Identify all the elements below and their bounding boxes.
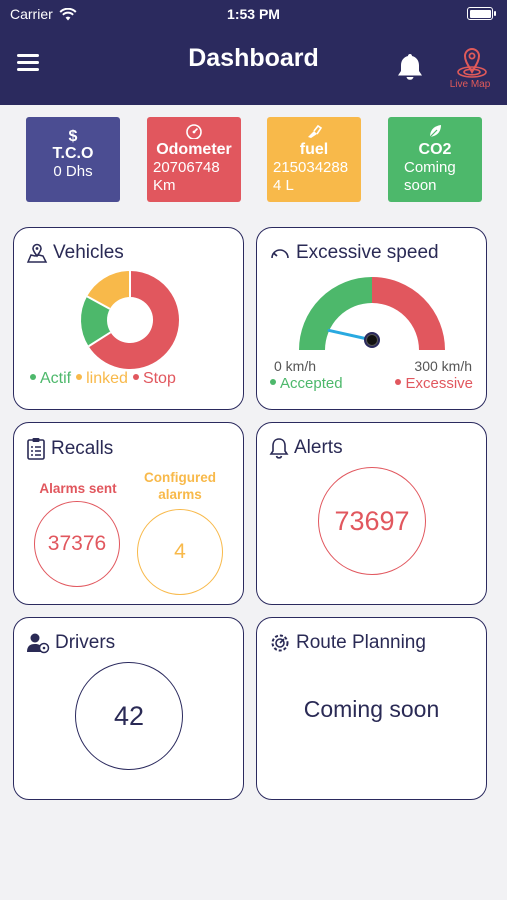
carrier-label: Carrier — [10, 6, 53, 22]
alerts-value: 73697 — [334, 505, 410, 536]
status-time: 1:53 PM — [227, 6, 280, 22]
drivers-value: 42 — [113, 700, 145, 731]
odometer-tile[interactable]: Odometer 20706748 Km — [147, 117, 241, 202]
vehicles-card[interactable]: Vehicles Actif linked Stop — [13, 227, 244, 410]
tco-label: T.C.O — [52, 145, 94, 162]
recalls-card[interactable]: Recalls Alarms sent 37376 Configured ala… — [13, 422, 244, 605]
fuel-value: 215034288 — [273, 159, 349, 176]
route-planning-card[interactable]: Route Planning Coming soon — [256, 617, 487, 800]
donut-separator — [86, 295, 111, 310]
battery-icon — [467, 7, 496, 20]
vehicles-donut-chart — [81, 271, 179, 369]
alerts-circle: 73697 — [318, 467, 426, 575]
clipboard-list-icon — [27, 438, 45, 460]
alarms-sent-circle: 37376 — [34, 501, 120, 587]
fuel-tile[interactable]: fuel 215034288 4 L — [267, 117, 361, 202]
map-location-icon — [26, 243, 48, 263]
tco-tile[interactable]: $ T.C.O 0 Dhs — [26, 117, 120, 202]
gauge-excessive-arc — [371, 277, 445, 351]
status-bar: Carrier 1:53 PM — [8, 6, 499, 22]
alerts-card[interactable]: Alerts 73697 — [256, 422, 487, 605]
legend-item-linked: linked — [76, 370, 128, 388]
gauge-min-label: 0 km/h — [274, 358, 317, 374]
leaf-icon — [429, 125, 441, 138]
recalls-title: Recalls — [26, 437, 113, 460]
legend-item-actif: Actif — [30, 370, 71, 388]
speed-gauge — [299, 277, 445, 351]
page-title: Dashboard — [188, 44, 319, 72]
legend-item-accepted: Accepted — [270, 375, 343, 392]
configured-alarms-label: Configured alarms — [144, 470, 216, 502]
dollar-icon: $ — [68, 128, 78, 145]
carrier-info: Carrier — [10, 6, 77, 22]
legend-item-stop: Stop — [132, 370, 176, 388]
app-header: Carrier 1:53 PM Dashboard Live Map — [0, 0, 507, 105]
fuel-nozzle-icon — [308, 124, 323, 138]
live-map-label: Live Map — [449, 79, 491, 90]
gauge-hub-center — [366, 334, 378, 346]
configured-alarms-value: 4 — [174, 540, 186, 563]
tco-value: 0 Dhs — [53, 163, 93, 180]
bell-icon — [398, 54, 422, 80]
fuel-unit: 4 L — [273, 177, 294, 194]
menu-button[interactable] — [17, 54, 39, 72]
route-gear-icon — [271, 634, 289, 652]
odometer-unit: Km — [153, 177, 176, 194]
fuel-label: fuel — [299, 141, 329, 158]
wifi-icon — [59, 7, 77, 20]
map-pin-icon — [456, 48, 487, 78]
live-map-button[interactable]: Live Map — [444, 42, 496, 94]
alerts-title-text: Alerts — [294, 437, 343, 458]
co2-label: CO2 — [418, 141, 452, 158]
excessive-speed-card[interactable]: Excessive speed 0 km/h 300 km/h Accepted… — [256, 227, 487, 410]
co2-status-line2: soon — [404, 177, 437, 194]
vehicles-legend: Actif linked Stop — [30, 370, 176, 388]
drivers-title: Drivers — [26, 632, 115, 654]
alarms-sent-label: Alarms sent — [39, 481, 117, 496]
gauge-max-label: 300 km/h — [414, 358, 472, 374]
vehicles-title-text: Vehicles — [53, 242, 124, 263]
drivers-circle: 42 — [75, 662, 183, 770]
driver-user-icon — [27, 633, 50, 654]
recalls-title-text: Recalls — [51, 437, 114, 459]
donut-slice-linked — [81, 271, 179, 369]
excessive-speed-title-text: Excessive speed — [296, 242, 439, 263]
drivers-card[interactable]: Drivers 42 — [13, 617, 244, 800]
route-planning-title-text: Route Planning — [296, 632, 426, 653]
gauge-accepted-arc — [299, 277, 373, 351]
alarms-sent-value: 37376 — [47, 532, 107, 555]
gauge-icon — [271, 249, 289, 259]
bell-outline-icon — [269, 438, 289, 459]
alerts-title: Alerts — [269, 437, 343, 459]
speedometer-icon — [186, 124, 202, 140]
vehicles-title: Vehicles — [26, 242, 124, 264]
route-planning-status: Coming soon — [303, 696, 440, 722]
donut-separator — [88, 331, 112, 348]
odometer-value: 20706748 — [153, 159, 220, 176]
excessive-speed-title: Excessive speed — [269, 242, 439, 264]
odometer-label: Odometer — [156, 141, 232, 158]
drivers-title-text: Drivers — [55, 632, 116, 653]
configured-alarms-circle: 4 — [137, 509, 223, 595]
route-planning-title: Route Planning — [269, 632, 426, 654]
co2-status-line1: Coming — [404, 159, 456, 176]
legend-item-excessive: Excessive — [395, 375, 473, 392]
co2-tile[interactable]: CO2 Coming soon — [388, 117, 482, 202]
notifications-button[interactable] — [393, 50, 427, 84]
